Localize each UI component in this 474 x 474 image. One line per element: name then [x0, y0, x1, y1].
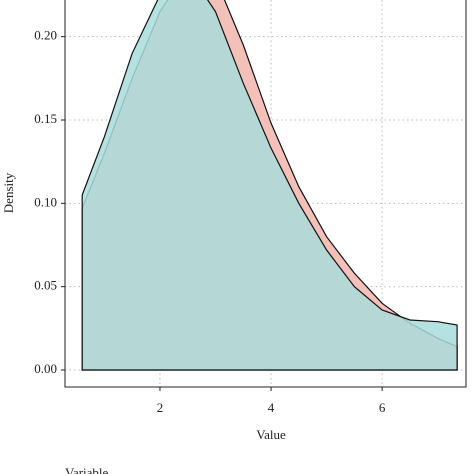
x-tick-label: 2 [157, 400, 164, 415]
density-area [81, 0, 458, 371]
plot-frame [64, 0, 467, 388]
x-tick-label: 6 [379, 400, 386, 415]
y-tick-label: 0.10 [34, 194, 57, 209]
y-axis-label: Density [1, 172, 16, 213]
y-tick-label: 0.15 [34, 111, 57, 126]
y-tick-label: 0.05 [34, 278, 57, 293]
plot-area [81, 0, 458, 371]
y-tick-label: 0.20 [34, 28, 57, 43]
y-tick-label: 0.00 [34, 361, 57, 376]
x-axis-label: Value [256, 427, 286, 442]
legend-title: Variable [65, 465, 109, 474]
x-tick-label: 4 [268, 400, 275, 415]
